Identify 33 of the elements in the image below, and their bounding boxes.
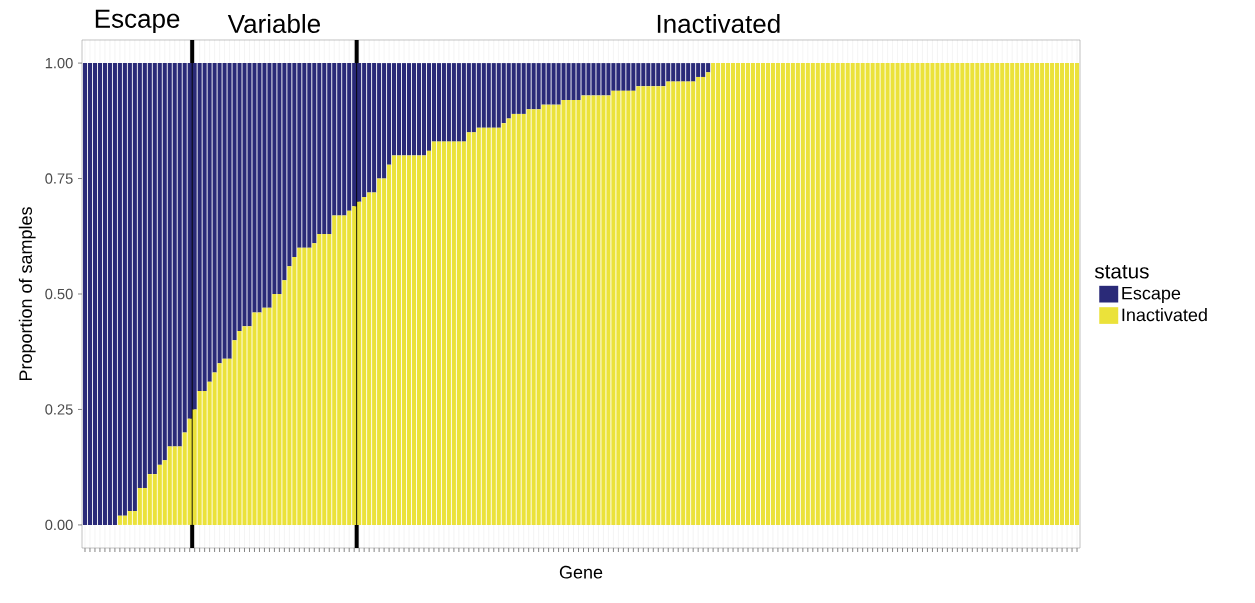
legend-label: Escape <box>1122 286 1181 304</box>
y-tick-label: 1.00 <box>45 57 73 69</box>
text: Inactivated <box>657 13 780 34</box>
y-axis-title: Proportion of samples <box>18 207 36 381</box>
bar <box>426 63 432 151</box>
bar <box>755 63 761 525</box>
bar <box>406 155 412 525</box>
x-axis-title: Gene <box>559 565 603 579</box>
text: Variable <box>227 13 320 34</box>
bar <box>735 63 741 525</box>
legend-label: Inactivated <box>1122 308 1207 322</box>
bar <box>411 155 417 525</box>
bar <box>416 63 422 156</box>
bar <box>760 63 766 525</box>
bar <box>750 63 756 525</box>
bar <box>1074 63 1080 525</box>
bar <box>82 63 88 525</box>
y-tick-label: 0.00 <box>45 519 73 531</box>
bar <box>401 155 407 525</box>
y-tick-label: 0.50 <box>45 288 73 300</box>
bar <box>87 63 93 525</box>
legend-title: status <box>1094 264 1149 279</box>
bar <box>406 63 412 156</box>
bar <box>421 155 427 525</box>
text: Escape <box>95 9 180 34</box>
bar <box>740 63 746 525</box>
bar <box>416 155 422 525</box>
bar <box>411 63 417 156</box>
bar <box>745 63 751 525</box>
bar <box>421 63 427 156</box>
y-tick-label: 0.25 <box>45 404 73 415</box>
y-tick-label: 0.75 <box>45 173 73 184</box>
bar <box>401 63 407 156</box>
